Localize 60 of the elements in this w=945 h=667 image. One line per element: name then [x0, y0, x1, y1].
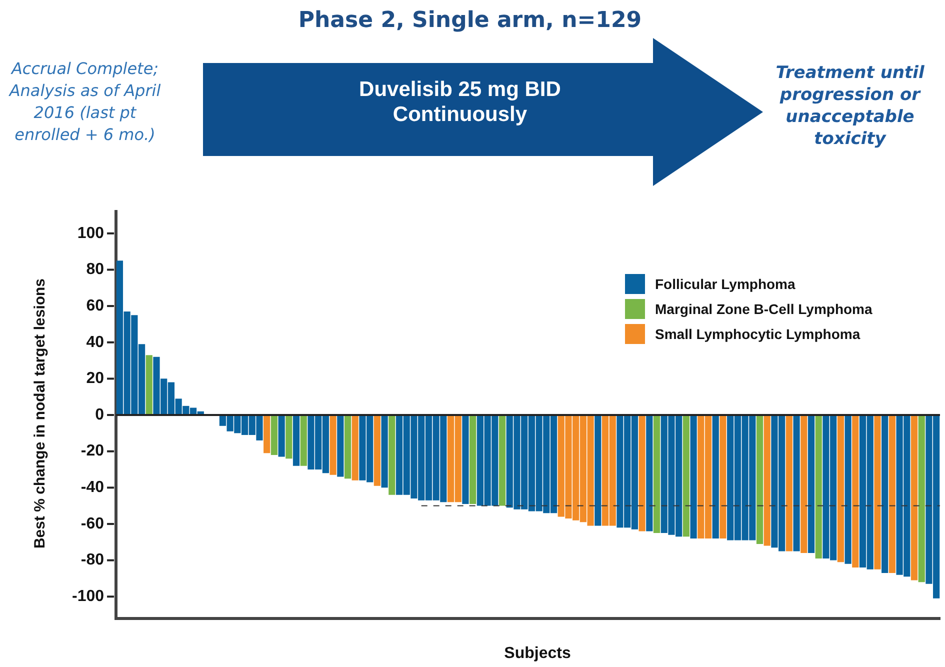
- legend-label: Follicular Lymphoma: [655, 276, 796, 292]
- text: Accrual Complete; Analysis as of April 2016 (last pt enrolled + 6 mo.): [8, 58, 162, 146]
- bar: [594, 415, 602, 526]
- bar: [882, 415, 888, 573]
- y-tick-label: 0: [95, 406, 104, 424]
- bar: [786, 415, 792, 552]
- bar: [800, 415, 808, 554]
- bar: [837, 415, 844, 562]
- bar: [682, 415, 690, 537]
- x-axis-title: Subjects: [503, 645, 572, 663]
- bar: [344, 415, 352, 479]
- chart-title: Phase 2, Single arm, n=129: [297, 8, 643, 33]
- bar: [300, 415, 307, 466]
- y-tick-label: -100: [72, 588, 104, 606]
- text: Treatment until progression or unacceptable toxicity: [774, 62, 926, 150]
- bar: [764, 415, 770, 546]
- bar: [712, 415, 719, 538]
- y-tick-label: -80: [80, 552, 104, 569]
- bar: [270, 415, 278, 455]
- bar: [462, 415, 469, 504]
- y-tick-label: 100: [77, 224, 104, 242]
- y-axis-title: Best % change in nodal target lesions: [32, 277, 48, 551]
- bar: [852, 415, 859, 568]
- bar: [264, 415, 270, 454]
- bar: [330, 415, 336, 475]
- y-tick-label: 20: [86, 370, 104, 388]
- text: Duvelisib 25 mg BID Continuously: [358, 77, 562, 127]
- legend-label: Marginal Zone B-Cell Lymphoma: [655, 301, 872, 318]
- bar: [808, 415, 815, 554]
- bar: [918, 415, 925, 582]
- y-tick-label: 40: [86, 334, 104, 351]
- y-tick-label: 60: [86, 297, 104, 314]
- bar: [815, 415, 822, 558]
- bar: [638, 415, 646, 532]
- bar: [793, 415, 800, 552]
- y-tick-label: 80: [86, 261, 104, 278]
- bar: [146, 355, 152, 415]
- bar: [498, 415, 506, 506]
- bar: [292, 415, 300, 466]
- bar: [690, 415, 697, 538]
- bar: [374, 415, 381, 486]
- y-tick-label: -40: [80, 479, 104, 496]
- y-tick-label: -20: [80, 442, 104, 460]
- y-tick-label: -60: [80, 515, 104, 532]
- bar: [756, 415, 764, 544]
- bar: [381, 415, 388, 488]
- bar: [653, 415, 660, 534]
- bar: [874, 415, 881, 570]
- bar: [646, 415, 653, 532]
- bar: [278, 415, 285, 457]
- bar: [910, 415, 918, 580]
- legend-label: Small Lymphocytic Lymphoma: [655, 326, 860, 342]
- bar: [352, 415, 358, 480]
- bar: [888, 415, 896, 573]
- bar: [286, 415, 292, 459]
- bar: [720, 415, 726, 538]
- bar: [470, 415, 476, 504]
- bar: [844, 415, 852, 564]
- bar: [388, 415, 396, 495]
- bar: [337, 415, 344, 477]
